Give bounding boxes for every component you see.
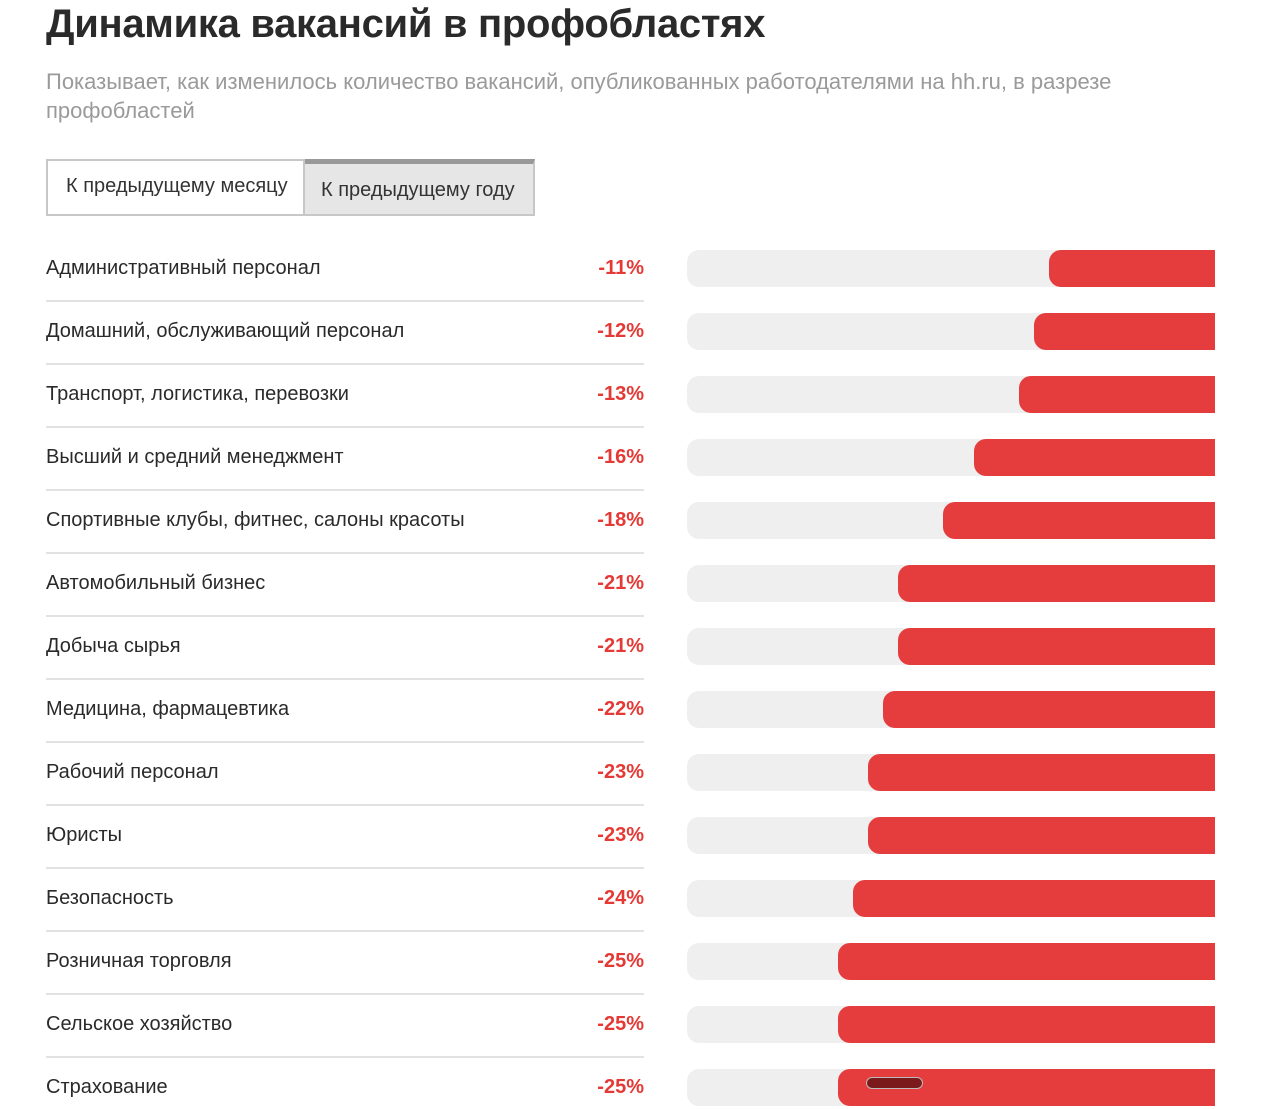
value-label: -21% [597, 572, 644, 594]
bar-track [687, 250, 1215, 287]
category-label: Страхование [46, 1076, 168, 1098]
bar [1019, 376, 1215, 413]
chart-row: Юристы -23% [0, 804, 1280, 869]
scroll-handle[interactable] [867, 1078, 922, 1088]
row-divider [46, 363, 644, 365]
chart-row: Сельское хозяйство -25% [0, 993, 1280, 1058]
category-label: Административный персонал [46, 257, 321, 279]
bar [1034, 313, 1215, 350]
row-divider [46, 1056, 644, 1058]
chart-row: Медицина, фармацевтика -22% [0, 678, 1280, 743]
value-label: -22% [597, 698, 644, 720]
bar-track [687, 628, 1215, 665]
category-label: Транспорт, логистика, перевозки [46, 383, 349, 405]
bar [898, 628, 1215, 665]
bar-track [687, 1069, 1215, 1106]
bar [838, 943, 1215, 980]
row-divider [46, 741, 644, 743]
bar [974, 439, 1215, 476]
bar-track [687, 439, 1215, 476]
category-label: Спортивные клубы, фитнес, салоны красоты [46, 509, 465, 531]
chart-row: Страхование -25% [0, 1056, 1280, 1109]
category-label: Добыча сырья [46, 635, 181, 657]
chart-rows: Административный персонал -11% Домашний, о… [0, 237, 1280, 1109]
bar-track [687, 817, 1215, 854]
bar [853, 880, 1215, 917]
value-label: -25% [597, 950, 644, 972]
tab-previous-month[interactable]: К предыдущему месяцу [46, 159, 305, 216]
chart-row: Рабочий персонал -23% [0, 741, 1280, 806]
category-label: Безопасность [46, 887, 174, 909]
category-label: Рабочий персонал [46, 761, 219, 783]
value-label: -18% [597, 509, 644, 531]
bar [868, 817, 1215, 854]
value-label: -24% [597, 887, 644, 909]
bar-track [687, 691, 1215, 728]
bar-track [687, 565, 1215, 602]
bar-track [687, 1006, 1215, 1043]
bar-track [687, 502, 1215, 539]
chart-row: Административный персонал -11% [0, 237, 1280, 302]
bar-track [687, 754, 1215, 791]
chart-row: Безопасность -24% [0, 867, 1280, 932]
row-divider [46, 300, 644, 302]
value-label: -13% [597, 383, 644, 405]
bar [838, 1006, 1215, 1043]
bar-track [687, 943, 1215, 980]
row-divider [46, 804, 644, 806]
chart-row: Транспорт, логистика, перевозки -13% [0, 363, 1280, 428]
bar-track [687, 880, 1215, 917]
row-divider [46, 426, 644, 428]
category-label: Юристы [46, 824, 123, 846]
row-divider [46, 489, 644, 491]
period-tabs: К предыдущему месяцу К предыдущему году [46, 159, 535, 216]
category-label: Автомобильный бизнес [46, 572, 266, 594]
value-label: -16% [597, 446, 644, 468]
row-divider [46, 615, 644, 617]
chart-row: Автомобильный бизнес -21% [0, 552, 1280, 617]
chart-row: Домашний, обслуживающий персонал -12% [0, 300, 1280, 365]
value-label: -11% [598, 257, 644, 279]
bar [943, 502, 1215, 539]
category-label: Домашний, обслуживающий персонал [46, 320, 405, 342]
row-divider [46, 930, 644, 932]
bar [898, 565, 1215, 602]
bar-track [687, 313, 1215, 350]
chart-row: Розничная торговля -25% [0, 930, 1280, 995]
row-divider [46, 552, 644, 554]
value-label: -23% [597, 761, 644, 783]
row-divider [46, 678, 644, 680]
row-divider [46, 867, 644, 869]
category-label: Розничная торговля [46, 950, 232, 972]
bar [883, 691, 1215, 728]
chart-row: Высший и средний менеджмент -16% [0, 426, 1280, 491]
category-label: Сельское хозяйство [46, 1013, 233, 1035]
value-label: -12% [597, 320, 644, 342]
chart-row: Спортивные клубы, фитнес, салоны красоты… [0, 489, 1280, 554]
tab-previous-year[interactable]: К предыдущему году [305, 159, 535, 216]
bar [1049, 250, 1215, 287]
category-label: Медицина, фармацевтика [46, 698, 290, 720]
value-label: -25% [597, 1076, 644, 1098]
category-label: Высший и средний менеджмент [46, 446, 344, 468]
bar [868, 754, 1215, 791]
value-label: -21% [597, 635, 644, 657]
value-label: -23% [597, 824, 644, 846]
value-label: -25% [597, 1013, 644, 1035]
chart-row: Добыча сырья -21% [0, 615, 1280, 680]
page-title: Динамика вакансий в профобластях [46, 2, 766, 46]
row-divider [46, 993, 644, 995]
page-subtitle: Показывает, как изменилось количество ва… [46, 69, 1112, 123]
bar-track [687, 376, 1215, 413]
